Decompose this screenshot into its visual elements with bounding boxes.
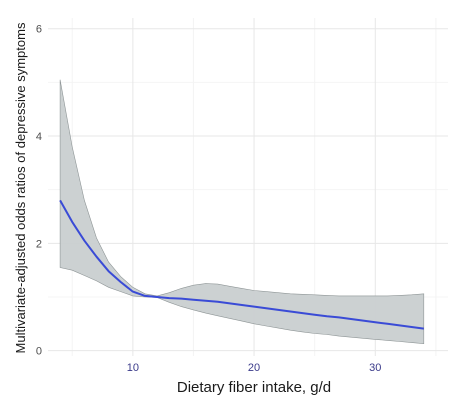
y-axis-title: Multivariate-adjusted odds ratios of dep… <box>13 22 28 353</box>
x-tick-label: 30 <box>369 362 381 374</box>
confidence-band <box>59 79 425 345</box>
x-axis-title: Dietary fiber intake, g/d <box>177 379 331 396</box>
x-tick-label: 20 <box>248 362 260 374</box>
fitted-line <box>59 199 424 330</box>
y-tick-label: 2 <box>36 238 42 250</box>
y-tick-label: 6 <box>36 24 42 36</box>
y-tick-label: 0 <box>36 346 42 358</box>
y-tick-labels: 0 2 4 6 <box>36 24 42 358</box>
y-tick-label: 4 <box>36 131 42 143</box>
x-tick-labels: 10 20 30 <box>127 362 382 374</box>
x-tick-label: 10 <box>127 362 139 374</box>
